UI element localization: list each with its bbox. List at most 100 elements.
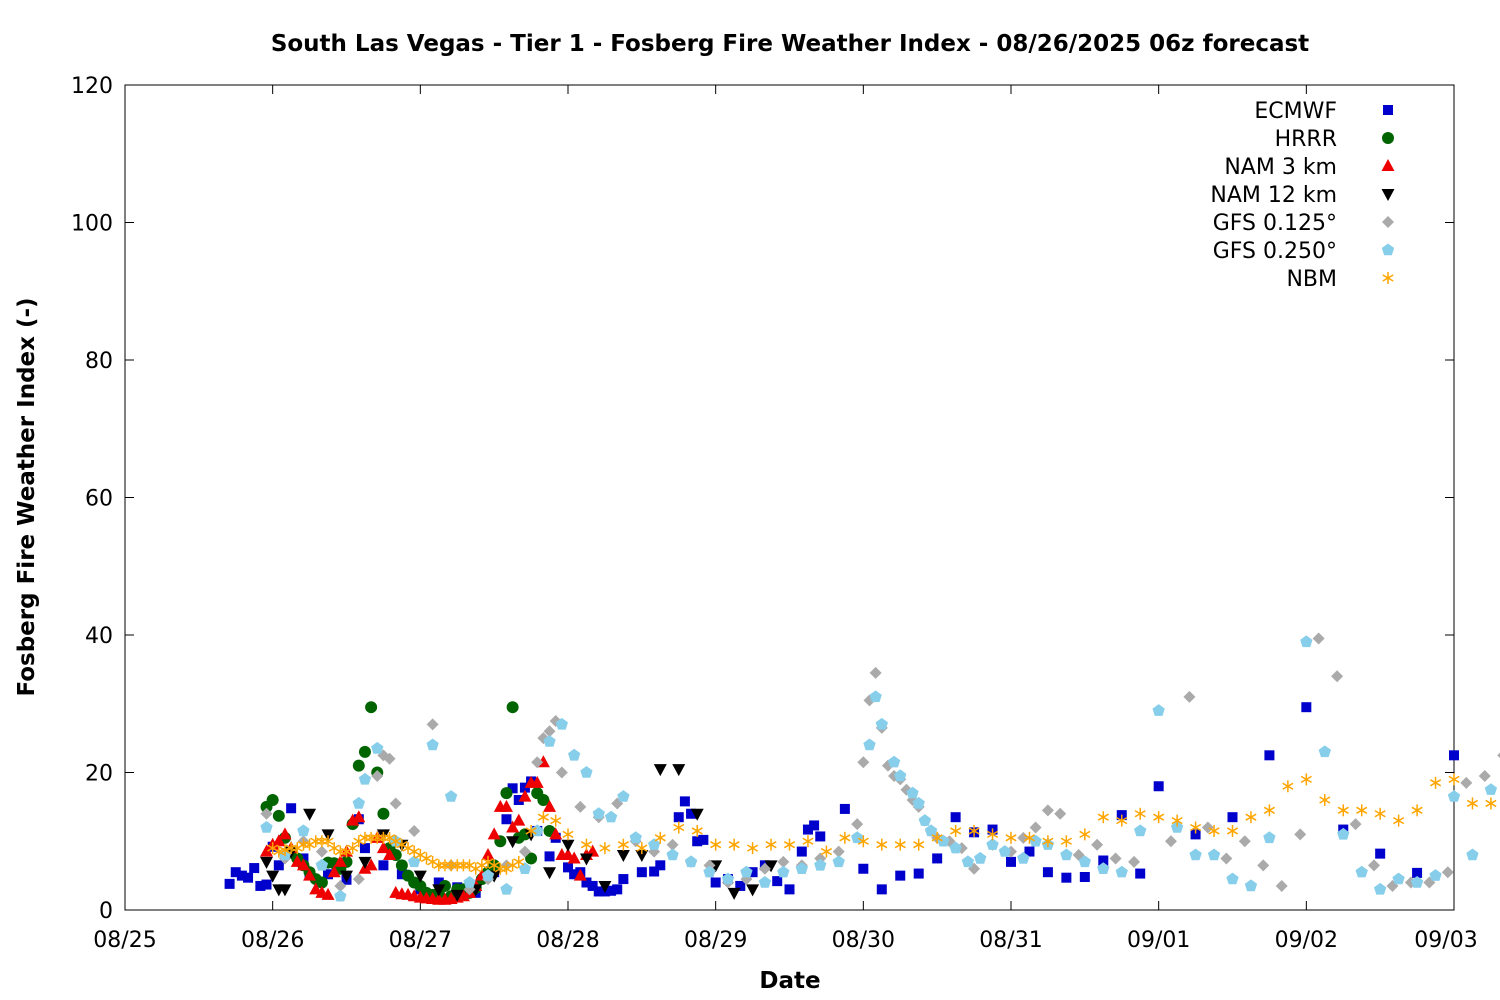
- data-point: [809, 820, 820, 831]
- data-point: [426, 738, 439, 751]
- data-point: [322, 835, 334, 848]
- data-point: [1153, 781, 1164, 792]
- data-point: [1115, 865, 1128, 878]
- data-point: [1410, 876, 1424, 888]
- data-point: [457, 859, 469, 872]
- data-point: [906, 786, 919, 799]
- x-tick-label: 08/25: [93, 928, 156, 953]
- legend-label: HRRR: [1275, 127, 1337, 152]
- data-point: [550, 814, 562, 827]
- data-point: [1183, 690, 1196, 703]
- data-point: [518, 789, 532, 802]
- series-6: [267, 773, 1497, 875]
- data-point: [1300, 635, 1313, 648]
- data-point: [728, 838, 740, 851]
- data-point: [303, 868, 317, 881]
- data-point: [666, 848, 679, 861]
- data-point: [1393, 814, 1405, 827]
- data-point: [408, 855, 421, 868]
- data-point: [260, 807, 273, 820]
- data-point: [1079, 828, 1091, 841]
- data-point: [746, 884, 760, 897]
- legend-label: GFS 0.250°: [1213, 239, 1337, 264]
- data-point: [378, 860, 389, 871]
- data-point: [426, 718, 439, 731]
- y-axis-title: Fosberg Fire Weather Index (-): [14, 297, 40, 696]
- data-point: [587, 880, 598, 891]
- data-point: [1497, 752, 1500, 759]
- data-point: [937, 834, 950, 847]
- data-point: [544, 851, 555, 862]
- data-point: [1017, 851, 1030, 864]
- data-point: [1355, 865, 1368, 878]
- data-point: [507, 783, 518, 794]
- data-point: [851, 831, 864, 844]
- data-point: [894, 838, 906, 851]
- data-point: [703, 865, 716, 878]
- legend-label: GFS 0.125°: [1213, 211, 1337, 236]
- data-point: [1300, 773, 1312, 786]
- data-point: [839, 831, 851, 844]
- data-point: [1078, 855, 1091, 868]
- data-point: [569, 869, 580, 880]
- data-point: [327, 865, 341, 878]
- data-point: [315, 845, 328, 858]
- data-point: [525, 852, 538, 865]
- data-point: [747, 842, 759, 855]
- data-point: [1227, 812, 1238, 823]
- data-point: [636, 867, 647, 878]
- data-point: [1029, 821, 1042, 834]
- data-point: [501, 814, 512, 825]
- data-point: [986, 828, 999, 841]
- data-point: [784, 884, 795, 895]
- data-point: [358, 856, 372, 869]
- legend-label: NAM 12 km: [1210, 183, 1337, 208]
- data-point: [568, 748, 581, 761]
- data-point: [272, 834, 286, 847]
- y-tick-label: 120: [71, 74, 113, 99]
- data-point: [358, 745, 371, 758]
- data-point: [224, 878, 235, 889]
- data-point: [654, 831, 666, 844]
- data-point: [463, 876, 476, 888]
- data-point: [481, 869, 495, 881]
- data-point: [1374, 807, 1386, 820]
- data-point: [1006, 856, 1016, 867]
- series-0: [224, 702, 1459, 898]
- x-tick-label: 08/26: [241, 928, 304, 953]
- data-point: [1478, 769, 1491, 782]
- data-point: [857, 756, 870, 769]
- data-point: [1060, 848, 1073, 861]
- data-point: [580, 838, 593, 851]
- data-point: [1349, 818, 1362, 831]
- x-tick-label: 09/02: [1275, 928, 1338, 953]
- data-point: [315, 876, 328, 889]
- data-point: [1041, 804, 1054, 817]
- data-point: [530, 775, 544, 788]
- y-tick-label: 80: [85, 349, 113, 374]
- data-point: [1109, 852, 1122, 865]
- data-point: [543, 799, 557, 812]
- data-point: [364, 858, 378, 871]
- data-point: [606, 885, 617, 896]
- data-point: [802, 824, 813, 835]
- data-point: [832, 845, 845, 858]
- data-point: [1331, 670, 1344, 683]
- legend-label: NAM 3 km: [1224, 155, 1337, 180]
- data-point: [230, 867, 241, 878]
- data-point: [636, 842, 648, 855]
- data-point: [543, 725, 556, 738]
- data-point: [820, 845, 832, 858]
- legend-marker: [1381, 159, 1395, 171]
- data-point: [352, 796, 365, 809]
- data-point: [347, 842, 359, 855]
- data-point: [321, 887, 335, 900]
- data-point: [333, 854, 347, 867]
- data-point: [1226, 872, 1239, 885]
- data-point: [1061, 872, 1072, 883]
- data-point: [710, 877, 721, 888]
- data-point: [593, 886, 604, 897]
- data-point: [365, 701, 378, 714]
- data-point: [918, 814, 931, 826]
- data-point: [1097, 862, 1110, 874]
